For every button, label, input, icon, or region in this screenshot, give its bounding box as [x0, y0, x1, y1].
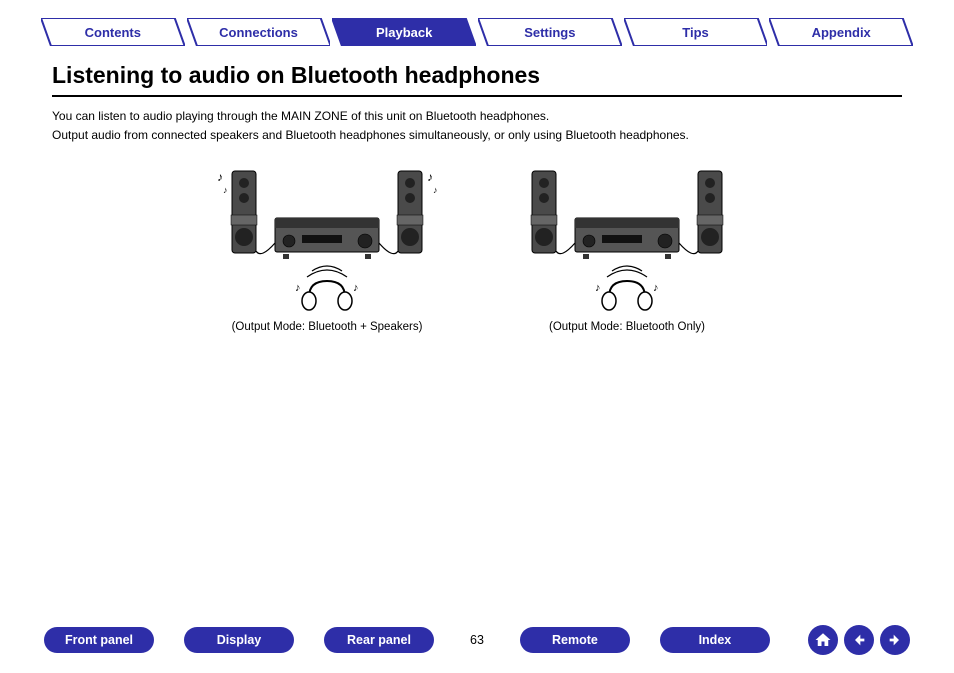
illustration-bt-only: ♪ ♪ (Output Mode: Bluetooth Only) — [497, 163, 757, 333]
tab-connections[interactable]: Connections — [187, 18, 331, 46]
tab-appendix[interactable]: Appendix — [769, 18, 913, 46]
svg-text:♪: ♪ — [223, 185, 228, 195]
page-title: Listening to audio on Bluetooth headphon… — [52, 62, 902, 97]
tab-label: Settings — [524, 25, 575, 40]
caption-bt-speakers: (Output Mode: Bluetooth + Speakers) — [232, 321, 423, 333]
remote-button[interactable]: Remote — [520, 627, 630, 653]
tab-label: Connections — [219, 25, 298, 40]
svg-text:♪: ♪ — [595, 282, 601, 294]
body-line-1: You can listen to audio playing through … — [52, 107, 902, 126]
footer-icons — [808, 625, 910, 655]
rear-panel-button[interactable]: Rear panel — [324, 627, 434, 653]
svg-text:♪: ♪ — [653, 282, 659, 294]
index-button[interactable]: Index — [660, 627, 770, 653]
home-icon[interactable] — [808, 625, 838, 655]
svg-text:♪: ♪ — [295, 282, 301, 294]
illustration-bt-speakers: ♪ ♪ — [197, 163, 457, 333]
svg-text:♪: ♪ — [433, 185, 438, 195]
front-panel-button[interactable]: Front panel — [44, 627, 154, 653]
arrow-left-icon[interactable] — [844, 625, 874, 655]
arrow-right-icon[interactable] — [880, 625, 910, 655]
tab-label: Contents — [85, 25, 141, 40]
diagram-bt-speakers: ♪ ♪ — [197, 163, 457, 313]
tab-tips[interactable]: Tips — [624, 18, 768, 46]
display-button[interactable]: Display — [184, 627, 294, 653]
illustration-row: ♪ ♪ — [52, 163, 902, 333]
tab-label: Tips — [682, 25, 709, 40]
svg-text:♪: ♪ — [217, 170, 223, 184]
tab-label: Appendix — [812, 25, 871, 40]
footer-nav: Front panel Display Rear panel 63 Remote… — [0, 627, 954, 653]
tab-contents[interactable]: Contents — [41, 18, 185, 46]
page-content: Listening to audio on Bluetooth headphon… — [0, 46, 954, 333]
svg-text:♪: ♪ — [353, 282, 359, 294]
caption-bt-only: (Output Mode: Bluetooth Only) — [549, 321, 705, 333]
svg-text:♪: ♪ — [427, 170, 433, 184]
tab-label: Playback — [376, 25, 432, 40]
tab-settings[interactable]: Settings — [478, 18, 622, 46]
diagram-bt-only: ♪ ♪ — [497, 163, 757, 313]
body-text: You can listen to audio playing through … — [52, 107, 902, 145]
page-number: 63 — [464, 633, 490, 647]
body-line-2: Output audio from connected speakers and… — [52, 126, 902, 145]
tab-playback[interactable]: Playback — [332, 18, 476, 46]
top-nav: Contents Connections Playback Settings T… — [0, 0, 954, 46]
